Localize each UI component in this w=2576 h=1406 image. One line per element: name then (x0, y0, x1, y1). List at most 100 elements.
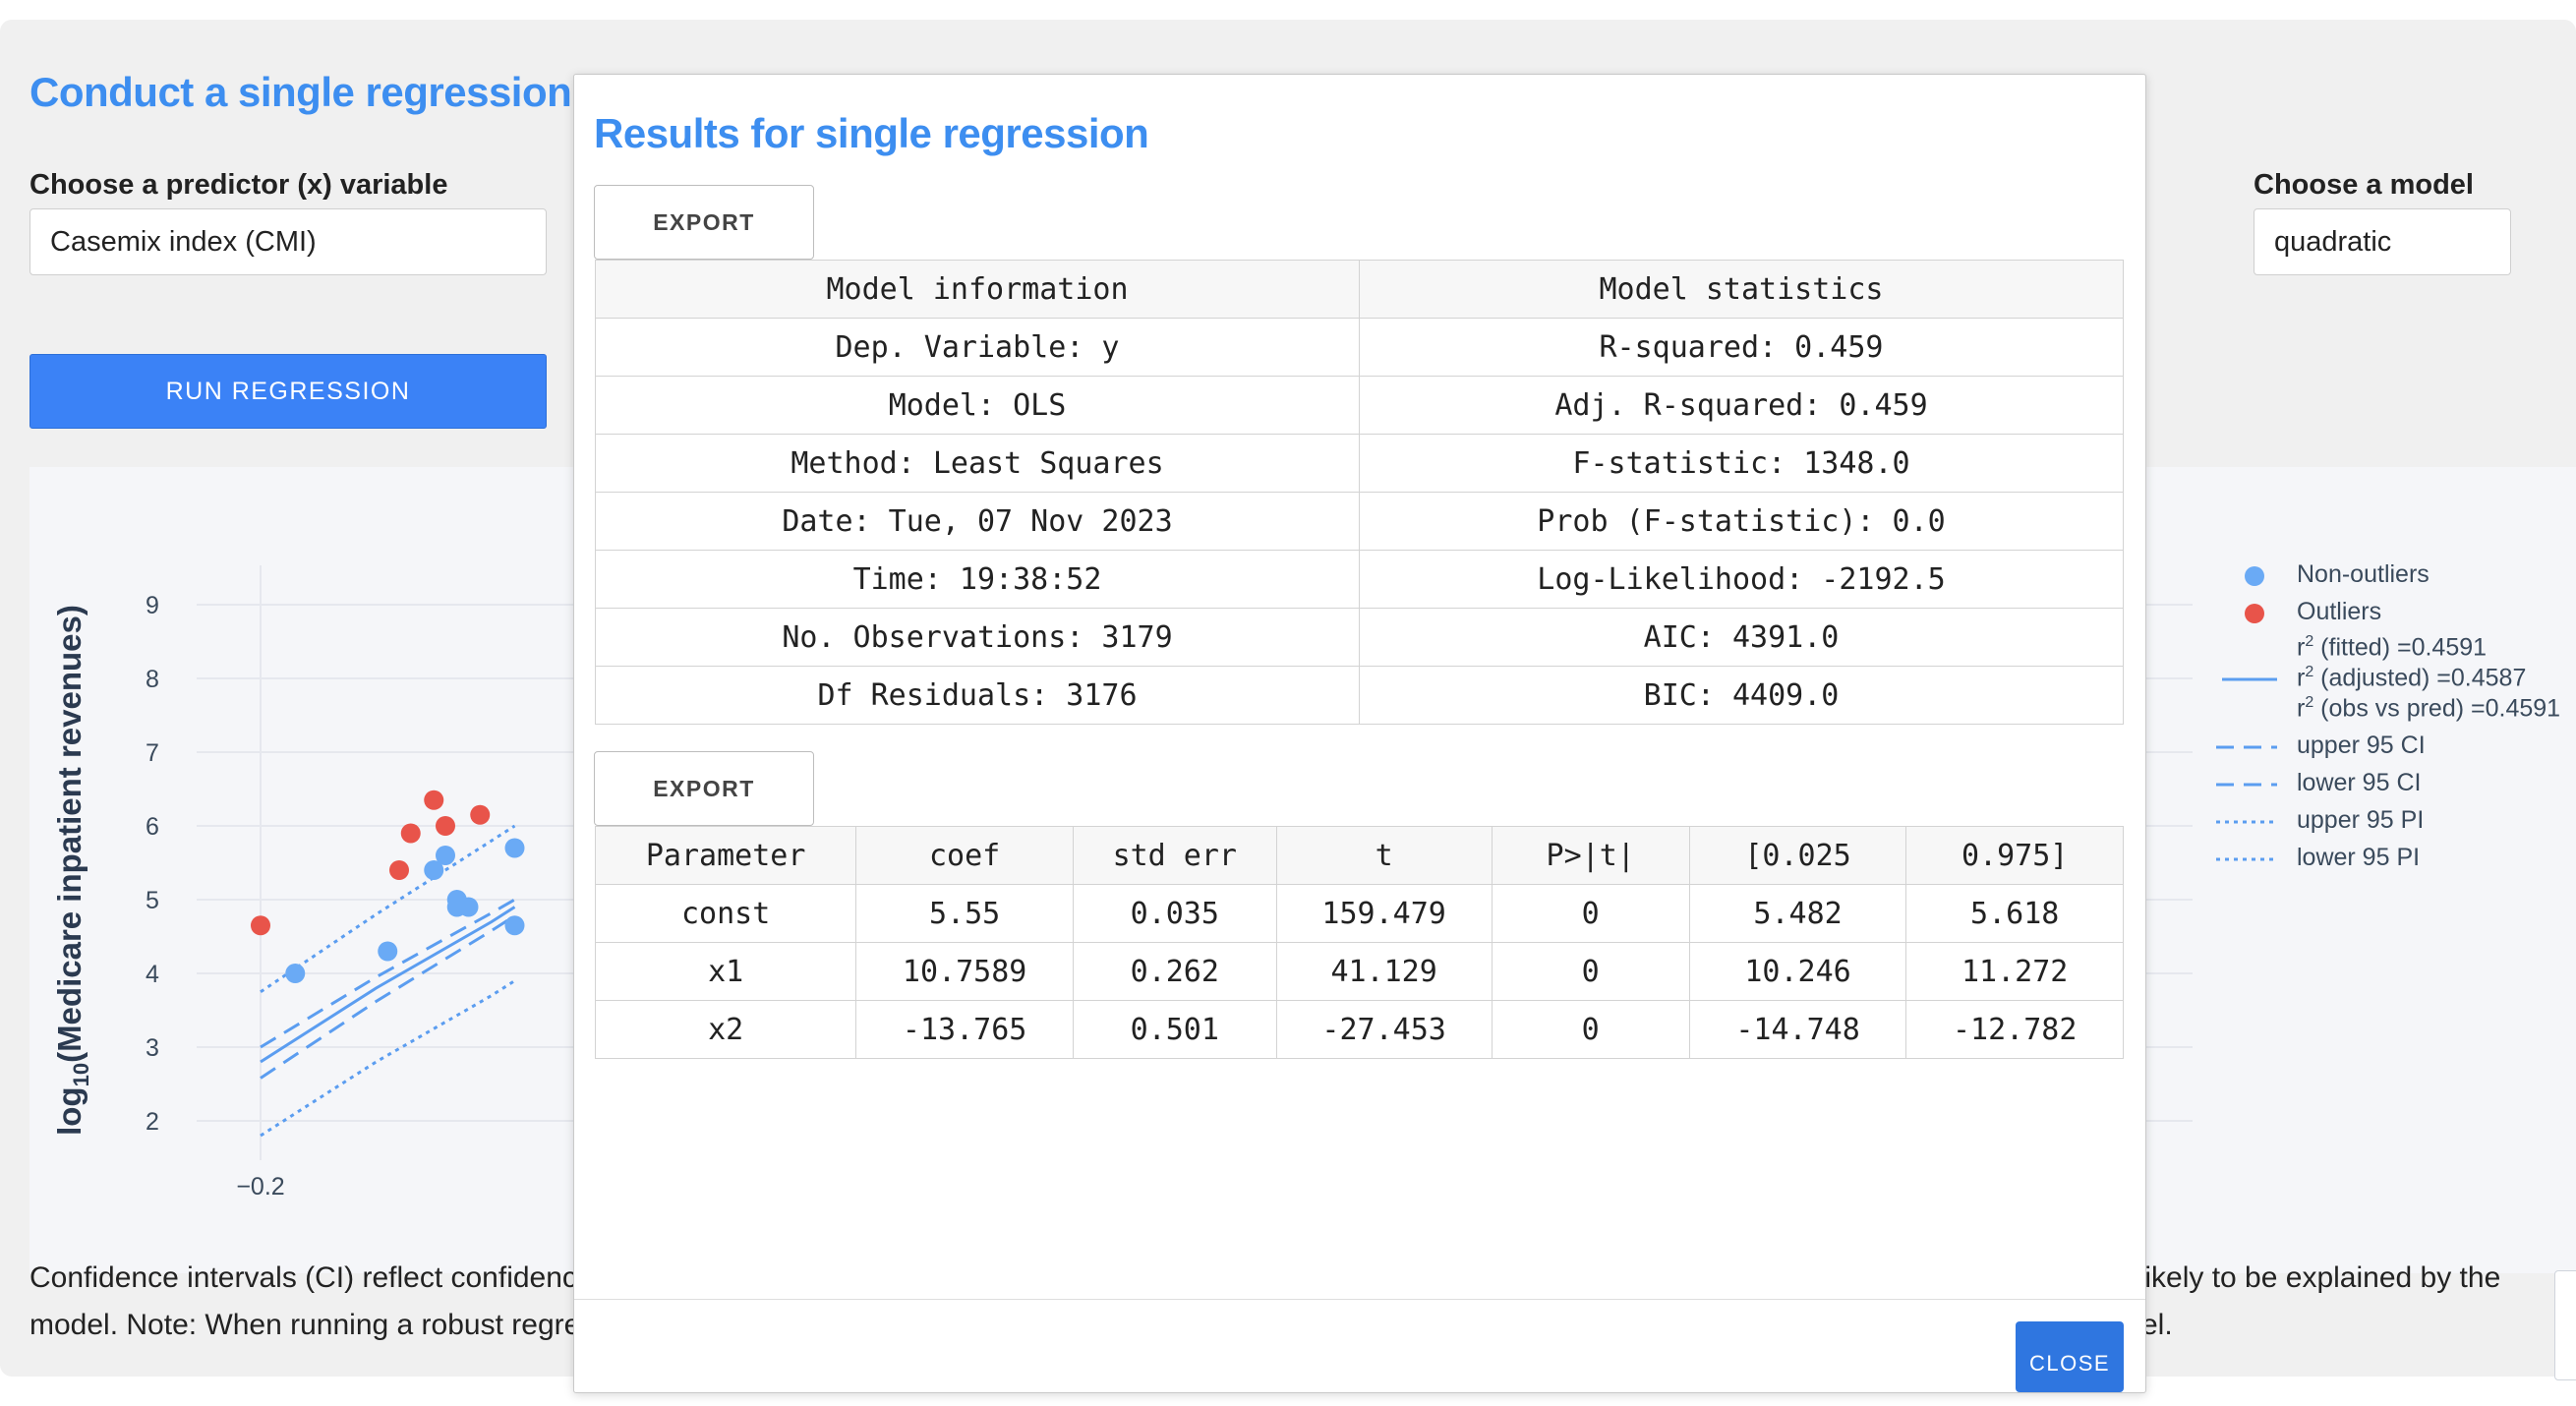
chart-lines (260, 824, 516, 1138)
legend-marker-outliers (2245, 604, 2264, 623)
coef-header-cell: 0.975] (1905, 826, 2124, 885)
info-header-row: Model information Model statistics (595, 260, 2124, 319)
model-info-cell: Method: Least Squares (595, 434, 1360, 493)
outlier-point (389, 860, 409, 880)
coef-header-cell: Parameter (595, 826, 857, 885)
legend-label-lower-pi: lower 95 PI (2297, 844, 2421, 871)
r2-superscript: 2 (2305, 664, 2314, 680)
model-select[interactable]: quadratic (2254, 208, 2511, 275)
model-info-cell: Time: 19:38:52 (595, 550, 1360, 609)
table-row: Method: Least Squares F-statistic: 1348.0 (595, 434, 2124, 493)
run-regression-button[interactable]: RUN REGRESSION (29, 354, 547, 429)
info-body: Dep. Variable: y R-squared: 0.459 Model: O… (595, 318, 2124, 725)
coef-value-cell: 10.246 (1688, 942, 1907, 1001)
outlier-point (470, 804, 491, 825)
model-stat-cell: BIC: 4409.0 (1359, 666, 2124, 725)
series-line (260, 979, 516, 1138)
legend-marker-lower-ci (2216, 783, 2277, 787)
table-row: Df Residuals: 3176 BIC: 4409.0 (595, 666, 2124, 725)
coef-value-cell: 5.482 (1688, 884, 1907, 943)
model-label: Choose a model (2254, 169, 2474, 201)
r2-fitted-text: (fitted) =0.4591 (2313, 633, 2488, 662)
side-thumbnail[interactable] (2554, 1270, 2576, 1380)
coef-value-cell: 0.262 (1072, 942, 1277, 1001)
modal-footer (574, 1299, 2145, 1300)
caption-line-1: Confidence intervals (CI) reflect confid… (29, 1261, 577, 1294)
outlier-point (400, 823, 421, 844)
page-title: Conduct a single regression (29, 69, 572, 115)
legend-label-upper-pi: upper 95 PI (2297, 806, 2425, 834)
table-row: Dep. Variable: y R-squared: 0.459 (595, 318, 2124, 377)
y-axis-label-prefix: log (51, 1086, 88, 1135)
coef-value-cell: 0.035 (1072, 884, 1277, 943)
model-stat-cell: Adj. R-squared: 0.459 (1359, 376, 2124, 435)
coef-value-cell: 41.129 (1275, 942, 1493, 1001)
non-outlier-point (504, 838, 525, 858)
model-info-cell: No. Observations: 3179 (595, 608, 1360, 667)
r2-symbol: r (2297, 633, 2306, 662)
modal-title: Results for single regression (594, 110, 1149, 156)
coef-value-cell: 5.55 (855, 884, 1074, 943)
info-header-model-statistics: Model statistics (1359, 260, 2124, 319)
legend-marker-non-outliers (2245, 566, 2264, 586)
y-tick-label: 5 (146, 887, 159, 914)
close-button[interactable]: CLOSE (2016, 1321, 2124, 1392)
r2-superscript: 2 (2305, 694, 2314, 711)
non-outlier-point (504, 915, 525, 936)
model-stat-cell: F-statistic: 1348.0 (1359, 434, 2124, 493)
coef-value-cell: -13.765 (855, 1000, 1074, 1059)
outlier-point (436, 816, 455, 836)
non-outlier-point (436, 846, 455, 865)
coef-value-cell: -14.748 (1688, 1000, 1907, 1059)
y-tick-label: 6 (146, 813, 159, 841)
info-header-model-information: Model information (595, 260, 1360, 319)
parameter-cell: x2 (595, 1000, 857, 1059)
legend-label-outliers: Outliers (2297, 598, 2382, 625)
coef-value-cell: 0.501 (1072, 1000, 1277, 1059)
coef-value-cell: 159.479 (1275, 884, 1493, 943)
predictor-select[interactable]: Casemix index (CMI) (29, 208, 547, 275)
legend-label-upper-ci: upper 95 CI (2297, 732, 2426, 759)
table-row: Model: OLS Adj. R-squared: 0.459 (595, 376, 2124, 435)
export-model-info-button[interactable]: EXPORT (594, 185, 814, 260)
y-tick-label: 8 (146, 666, 159, 693)
legend-label-r2-fitted: r2 (fitted) =0.4591 (2297, 633, 2487, 662)
coef-value-cell: 5.618 (1905, 884, 2124, 943)
table-row: Time: 19:38:52 Log-Likelihood: -2192.5 (595, 550, 2124, 609)
y-axis-label-subscript: 10 (69, 1063, 93, 1086)
r2-adjusted-text: (adjusted) =0.4587 (2313, 664, 2527, 692)
legend-marker-upper-pi (2216, 820, 2277, 824)
legend-label-non-outliers: Non-outliers (2297, 560, 2430, 588)
coef-header-cell: std err (1072, 826, 1277, 885)
parameter-cell: x1 (595, 942, 857, 1001)
coef-header-cell: coef (855, 826, 1074, 885)
coef-value-cell: 0 (1491, 1000, 1690, 1059)
coef-table-container: Parameter coef std err t P>|t| [0.025 0.975] c… (595, 826, 2124, 1059)
x-tick-label: −0.2 (236, 1173, 284, 1201)
legend-label-r2-obs: r2 (obs vs pred) =0.4591 (2297, 694, 2560, 723)
non-outlier-point (378, 941, 398, 962)
series-line (260, 898, 516, 1049)
y-tick-label: 4 (146, 961, 159, 988)
caption-line-1-end: nlikely to be explained by the (2122, 1261, 2501, 1294)
coef-header-cell: t (1275, 826, 1493, 885)
coefficients-table: Parameter coef std err t P>|t| [0.025 0.975] c… (595, 826, 2124, 1059)
table-row: const 5.55 0.035 159.479 0 5.482 5.618 (595, 884, 2124, 943)
results-modal: Results for single regression EXPORT Mod… (573, 74, 2146, 1393)
y-tick-label: 3 (146, 1034, 159, 1062)
table-row: x2 -13.765 0.501 -27.453 0 -14.748 -12.782 (595, 1000, 2124, 1059)
coef-value-cell: 10.7589 (855, 942, 1074, 1001)
model-info-cell: Dep. Variable: y (595, 318, 1360, 377)
r2-symbol: r (2297, 694, 2306, 723)
chart-ticks: 9 8 7 6 5 4 3 2 −0.2 (146, 592, 285, 1201)
export-coef-button[interactable]: EXPORT (594, 751, 814, 826)
model-stat-cell: R-squared: 0.459 (1359, 318, 2124, 377)
non-outlier-point (446, 897, 467, 917)
coef-value-cell: 11.272 (1905, 942, 2124, 1001)
coef-value-cell: -27.453 (1275, 1000, 1493, 1059)
model-info-table-container[interactable]: Model information Model statistics Dep. … (595, 260, 2124, 751)
coef-value-cell: 0 (1491, 884, 1690, 943)
y-axis-label: log10(Medicare inpatient revenues) (51, 605, 93, 1136)
legend-label-lower-ci: lower 95 CI (2297, 769, 2422, 796)
model-info-cell: Df Residuals: 3176 (595, 666, 1360, 725)
